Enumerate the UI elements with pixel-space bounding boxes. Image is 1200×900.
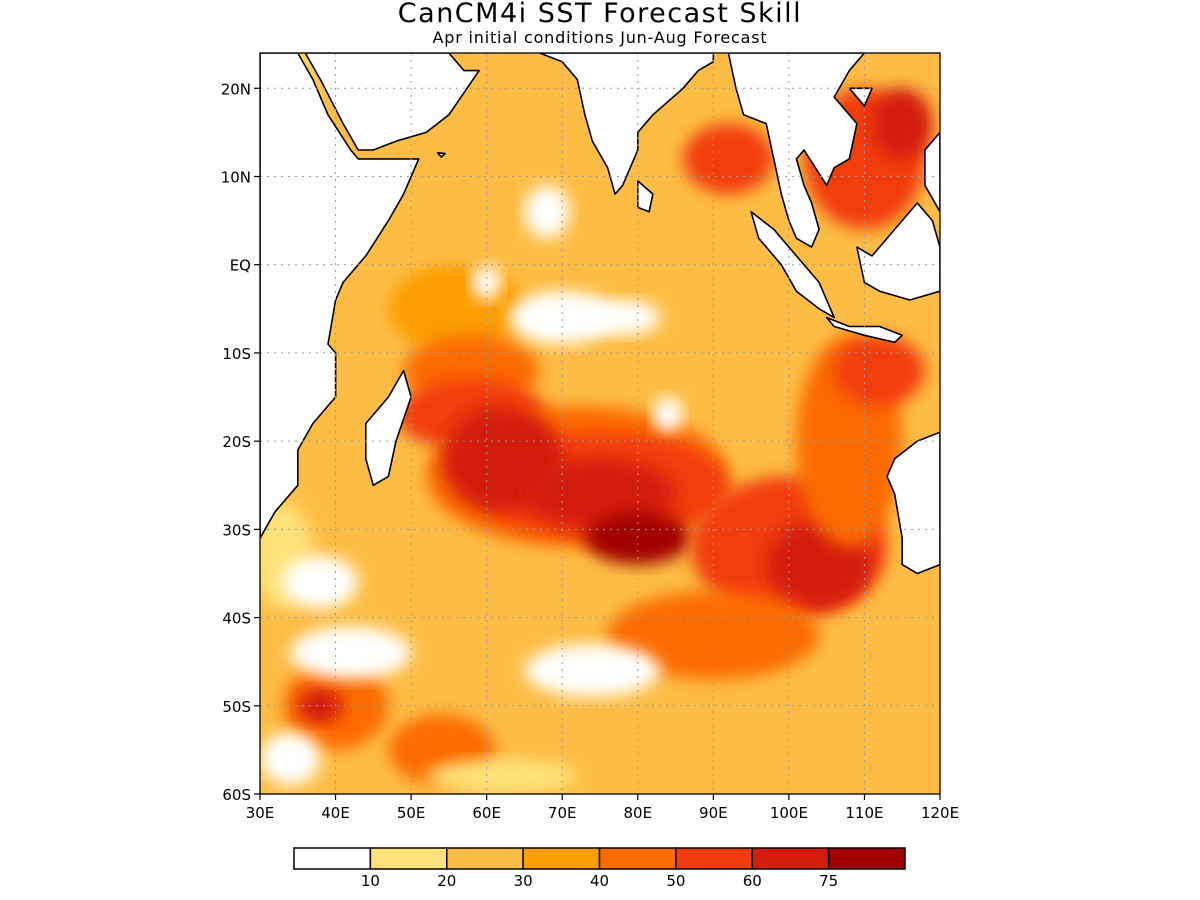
skill-patch <box>524 185 570 239</box>
land-socotra <box>436 151 446 158</box>
longitude-axis: 30E 40E 50E 60E 70E 80E 90E 100E 110E 120E <box>246 794 959 822</box>
skill-patch <box>652 397 684 433</box>
skill-patch <box>282 555 359 609</box>
skill-patch <box>834 335 925 406</box>
lon-tick-label: 110E <box>845 804 883 822</box>
land-australia <box>886 431 940 575</box>
lat-tick-label: EQ <box>230 257 251 275</box>
colorbar-swatch <box>522 847 601 870</box>
plot-area <box>260 53 940 794</box>
lon-tick-label: 70E <box>548 804 577 822</box>
colorbar-swatch <box>675 847 753 870</box>
skill-patch <box>872 88 933 159</box>
lon-tick-label: 120E <box>921 804 959 822</box>
colorbar-swatch <box>751 847 830 870</box>
land-madagascar <box>364 369 412 487</box>
lon-tick-label: 90E <box>699 804 728 822</box>
lon-tick-label: 30E <box>246 804 275 822</box>
colorbar-label: 75 <box>819 872 838 890</box>
colorbar-label: 20 <box>437 872 456 890</box>
skill-patch <box>584 300 661 336</box>
skill-patch <box>471 264 502 300</box>
lat-tick-label: 10S <box>222 345 251 363</box>
land-arabia <box>304 53 480 151</box>
colorbar-label: 40 <box>590 872 609 890</box>
colorbar-label: 10 <box>361 872 380 890</box>
lat-tick-label: 50S <box>222 698 251 716</box>
lat-tick-label: 60S <box>222 786 251 804</box>
lon-tick-label: 50E <box>397 804 426 822</box>
grid-lines <box>260 53 940 794</box>
skill-patch <box>297 688 344 724</box>
lat-tick-label: 20N <box>221 80 251 98</box>
land-philippines <box>924 131 940 213</box>
land-indochina <box>727 53 866 248</box>
lon-tick-label: 40E <box>321 804 350 822</box>
map-frame <box>259 52 941 795</box>
skill-patch <box>524 644 661 697</box>
skill-patch <box>260 732 321 786</box>
skill-patch <box>290 626 412 680</box>
colorbar-label: 60 <box>743 872 762 890</box>
skill-patch <box>426 758 578 794</box>
colorbar-swatch <box>293 847 372 870</box>
lon-tick-label: 80E <box>623 804 652 822</box>
skill-patch <box>584 511 691 565</box>
chart-subtitle: Apr initial conditions Jun-Aug Forecast <box>432 28 768 47</box>
land-africa <box>260 53 420 540</box>
colorbar-swatch <box>598 847 677 870</box>
colorbar-label: 30 <box>514 872 533 890</box>
land-borneo <box>856 202 940 301</box>
colorbar: 10 20 30 40 50 60 75 <box>293 847 906 890</box>
lat-tick-label: 20S <box>222 433 251 451</box>
lat-tick-label: 10N <box>221 169 251 187</box>
colorbar-swatch <box>369 847 448 870</box>
land-sri-lanka <box>636 180 654 213</box>
skill-patch <box>683 123 774 195</box>
latitude-axis: 20N 10N EQ 10S 20S 30S 40S 50S 60S <box>221 80 260 804</box>
lon-tick-label: 60E <box>472 804 501 822</box>
chart-title: CanCM4i SST Forecast Skill <box>397 0 803 29</box>
colorbar-swatch <box>446 847 524 870</box>
colorbar-label: 50 <box>666 872 685 890</box>
lat-tick-label: 40S <box>222 610 251 628</box>
colorbar-swatch <box>827 847 906 870</box>
lon-tick-label: 100E <box>770 804 808 822</box>
skill-patch <box>509 291 616 345</box>
land-hainan <box>848 87 873 107</box>
lat-tick-label: 30S <box>222 521 251 539</box>
land-java <box>825 316 904 344</box>
